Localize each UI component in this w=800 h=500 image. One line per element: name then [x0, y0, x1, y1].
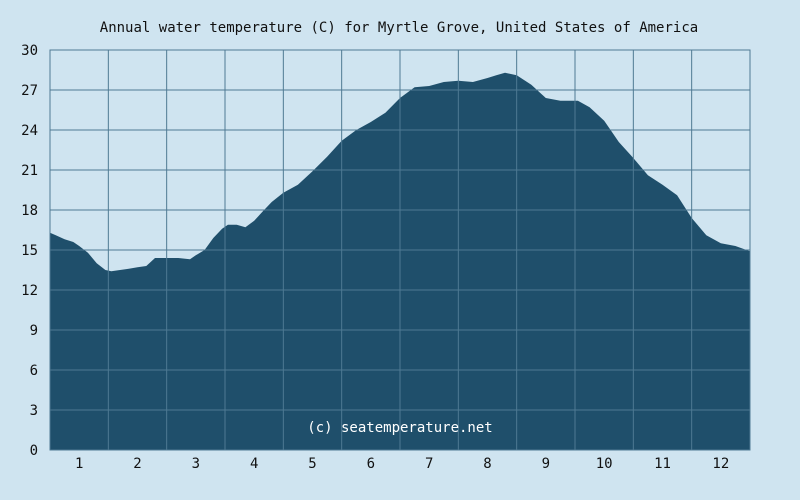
y-tick-label: 3 — [30, 403, 38, 419]
chart-title: Annual water temperature (C) for Myrtle … — [100, 20, 698, 36]
y-tick-label: 6 — [30, 363, 38, 379]
x-tick-label: 11 — [654, 456, 671, 472]
y-tick-label: 30 — [21, 43, 38, 59]
x-tick-label: 9 — [542, 456, 550, 472]
y-tick-label: 0 — [30, 443, 38, 459]
x-tick-label: 10 — [596, 456, 613, 472]
x-tick-label: 7 — [425, 456, 433, 472]
y-tick-label: 15 — [21, 243, 38, 259]
x-tick-label: 5 — [308, 456, 316, 472]
x-tick-label: 4 — [250, 456, 258, 472]
x-tick-label: 8 — [483, 456, 491, 472]
y-tick-label: 24 — [21, 123, 38, 139]
x-tick-label: 1 — [75, 456, 83, 472]
x-tick-label: 2 — [133, 456, 141, 472]
watermark: (c) seatemperature.net — [307, 420, 492, 436]
plot-border — [49, 49, 751, 451]
y-tick-label: 21 — [21, 163, 38, 179]
y-tick-label: 9 — [30, 323, 38, 339]
y-tick-label: 18 — [21, 203, 38, 219]
y-tick-label: 27 — [21, 83, 38, 99]
x-tick-label: 3 — [192, 456, 200, 472]
x-tick-label: 6 — [367, 456, 375, 472]
y-tick-label: 12 — [21, 283, 38, 299]
x-tick-label: 12 — [712, 456, 729, 472]
